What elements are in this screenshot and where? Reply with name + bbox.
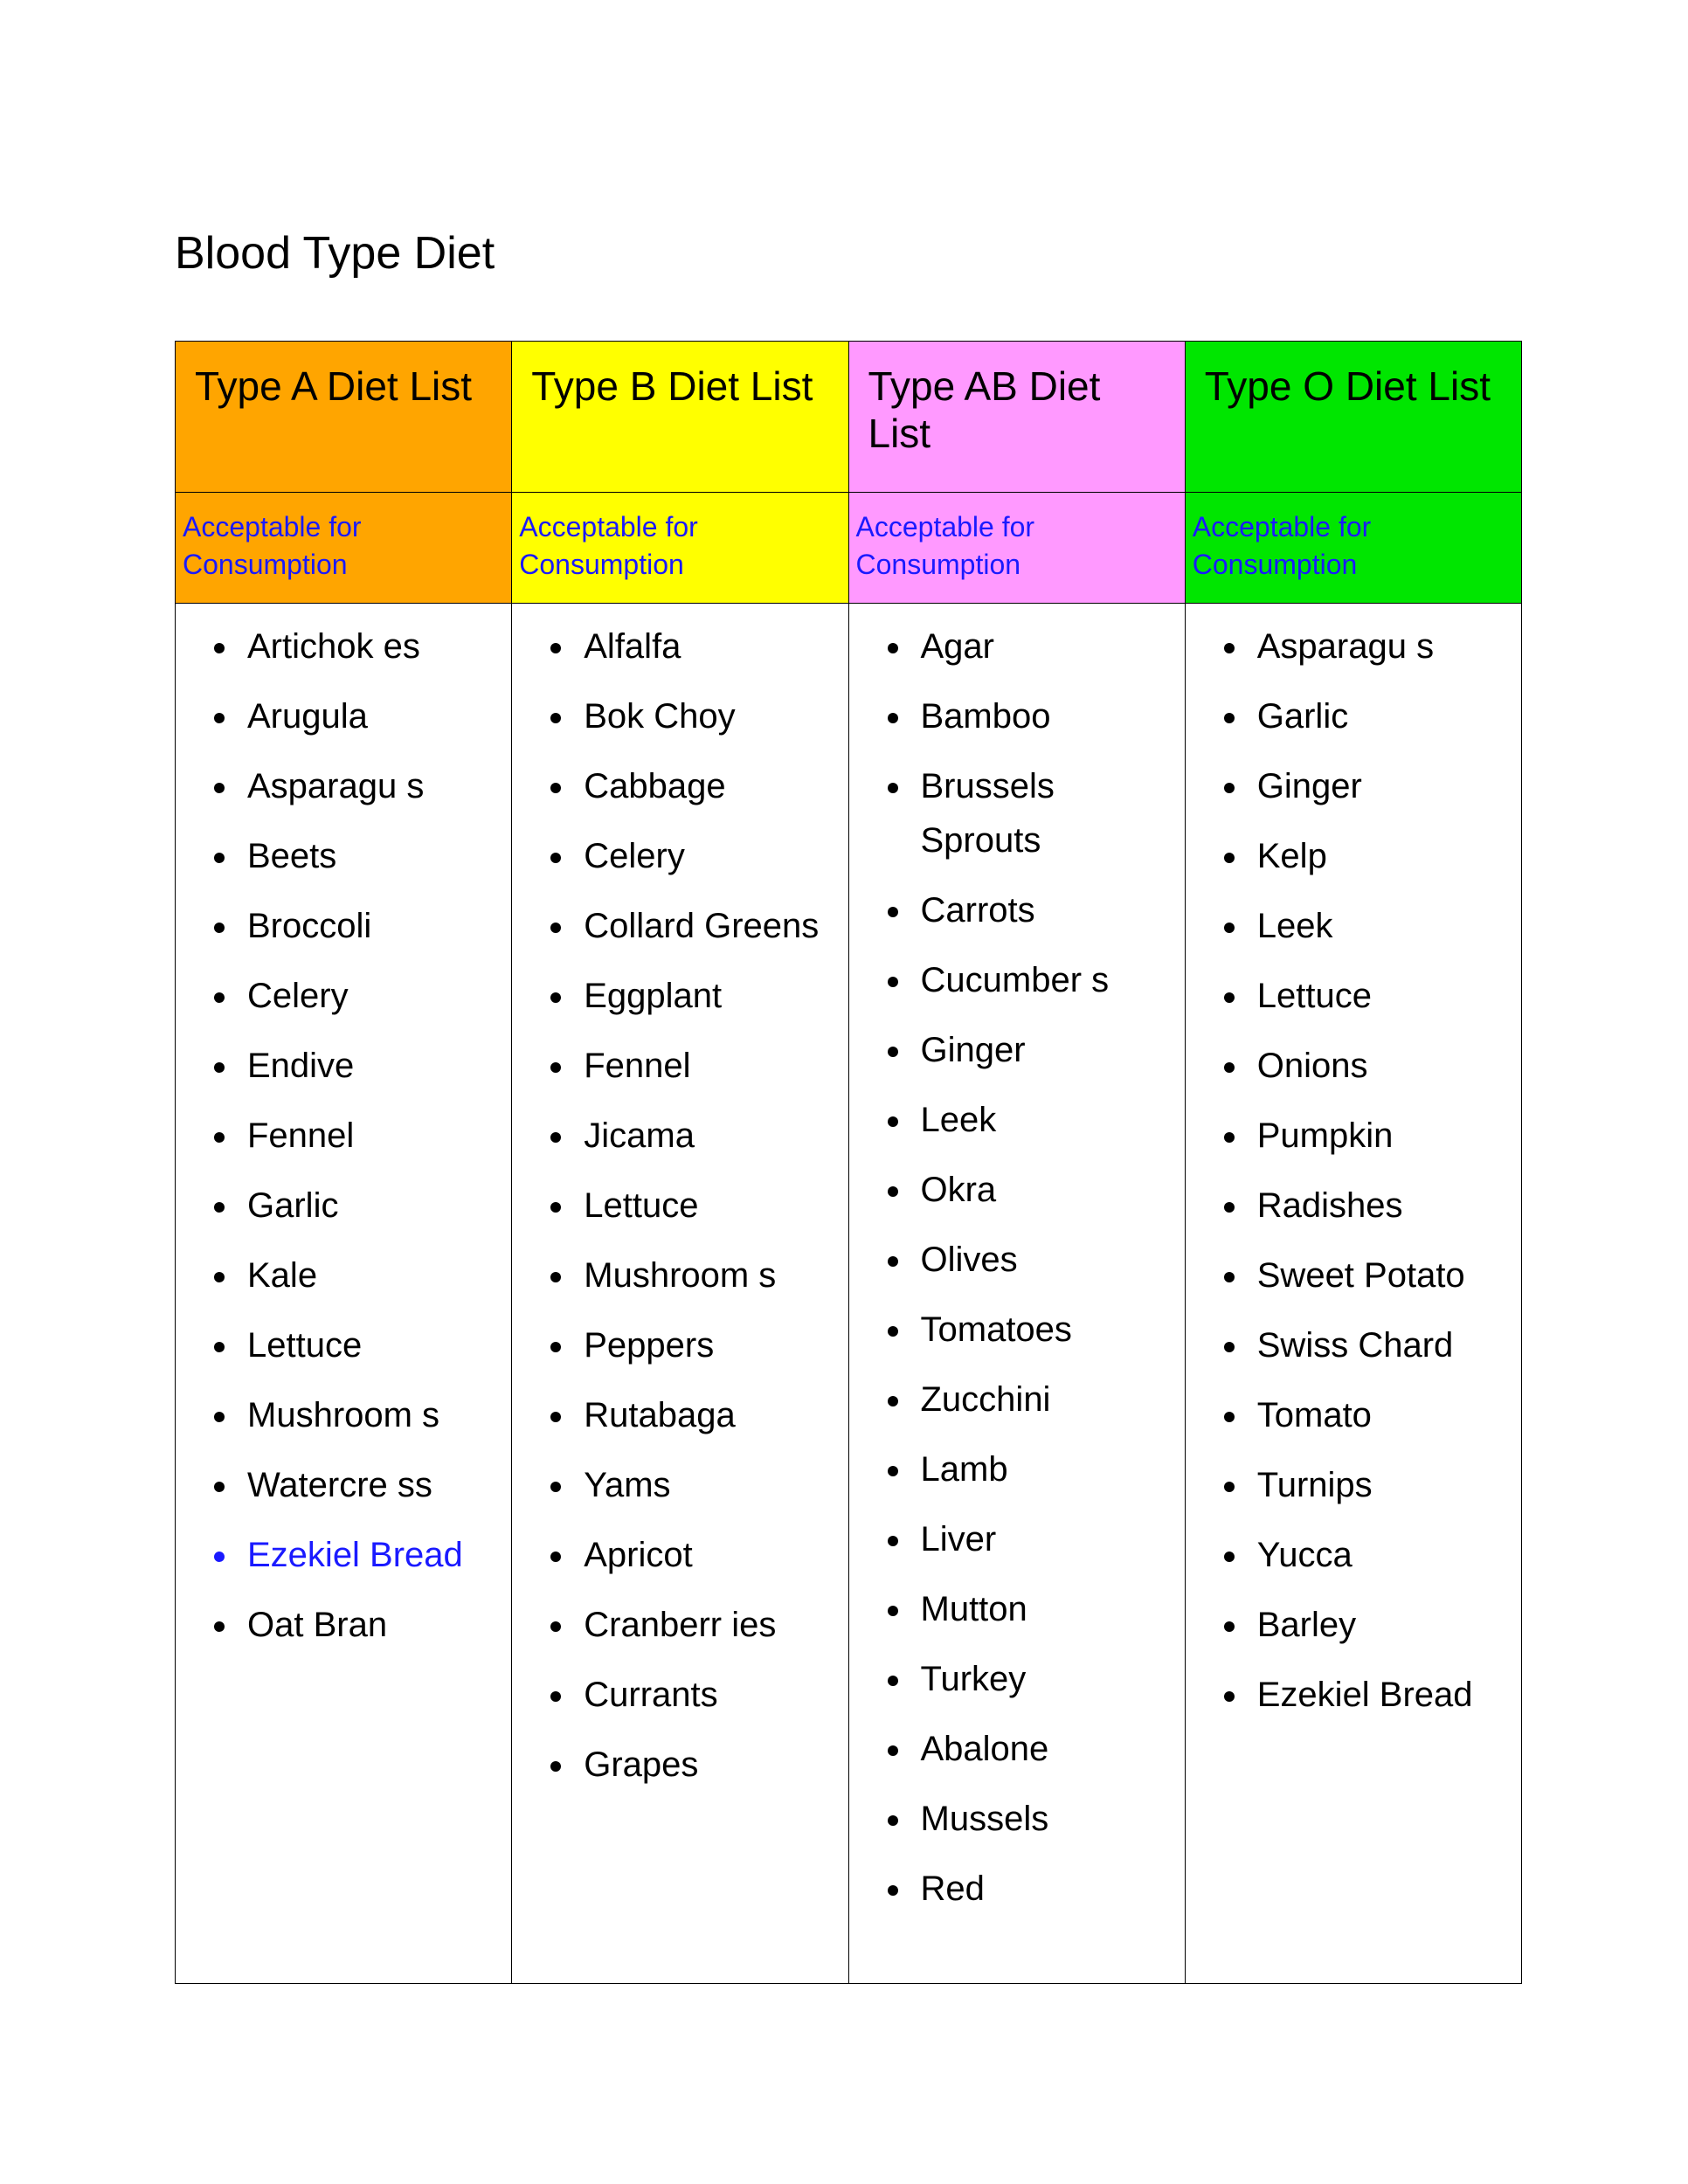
list-item: Mutton <box>914 1582 1173 1636</box>
list-o: Asparagu s Garlic Ginger Kelp Leek Lettuce Oni… <box>1198 619 1509 1722</box>
list-a: Artichok es Arugula Asparagu s Beets Broccol… <box>188 619 499 1652</box>
list-item: Grapes <box>577 1738 835 1792</box>
list-item: Cucumber s <box>914 953 1173 1007</box>
list-item: Bok Choy <box>577 689 835 743</box>
list-item: Yucca <box>1250 1528 1509 1582</box>
subheader-row: Acceptable for Consumption Acceptable fo… <box>176 493 1522 604</box>
list-item: Pumpkin <box>1250 1109 1509 1163</box>
list-item: Beets <box>240 829 499 883</box>
list-item: Lettuce <box>577 1178 835 1233</box>
list-item: Alfalfa <box>577 619 835 674</box>
subhead-b: Acceptable for Consumption <box>512 493 848 604</box>
list-item: Radishes <box>1250 1178 1509 1233</box>
list-item: Apricot <box>577 1528 835 1582</box>
diet-table: Type A Diet List Type B Diet List Type A… <box>175 341 1522 1984</box>
document-page: Blood Type Diet Type A Diet List Type B … <box>0 0 1688 2184</box>
list-item: Artichok es <box>240 619 499 674</box>
list-item: Abalone <box>914 1722 1173 1776</box>
list-item: Watercre ss <box>240 1458 499 1512</box>
list-item: Arugula <box>240 689 499 743</box>
list-item: Leek <box>1250 899 1509 953</box>
list-item[interactable]: Ezekiel Bread <box>240 1528 499 1582</box>
list-item: Carrots <box>914 883 1173 937</box>
list-item: Ezekiel Bread <box>1250 1668 1509 1722</box>
list-item: Fennel <box>240 1109 499 1163</box>
list-item: Liver <box>914 1512 1173 1566</box>
list-item: Mushroom s <box>577 1248 835 1303</box>
list-item: Endive <box>240 1039 499 1093</box>
list-item: Garlic <box>1250 689 1509 743</box>
list-item: Zucchini <box>914 1372 1173 1427</box>
list-item: Asparagu s <box>240 759 499 813</box>
list-item: Agar <box>914 619 1173 674</box>
list-item: Sweet Potato <box>1250 1248 1509 1303</box>
list-cell-ab: Agar Bamboo Brussels Sprouts Carrots Cucumbe… <box>848 604 1185 1984</box>
list-item: Barley <box>1250 1598 1509 1652</box>
subhead-ab: Acceptable for Consumption <box>848 493 1185 604</box>
list-item: Rutabaga <box>577 1388 835 1442</box>
list-item: Lettuce <box>240 1318 499 1372</box>
list-item: Ginger <box>914 1023 1173 1077</box>
subhead-o: Acceptable for Consumption <box>1185 493 1521 604</box>
list-item: Mushroom s <box>240 1388 499 1442</box>
list-item: Jicama <box>577 1109 835 1163</box>
list-item: Garlic <box>240 1178 499 1233</box>
list-item: Celery <box>240 969 499 1023</box>
list-item: Tomatoes <box>914 1303 1173 1357</box>
list-item: Swiss Chard <box>1250 1318 1509 1372</box>
list-item: Lettuce <box>1250 969 1509 1023</box>
list-item: Broccoli <box>240 899 499 953</box>
list-item: Turnips <box>1250 1458 1509 1512</box>
list-item: Red <box>914 1862 1173 1916</box>
list-item: Collard Greens <box>577 899 835 953</box>
list-item: Ginger <box>1250 759 1509 813</box>
list-item: Kelp <box>1250 829 1509 883</box>
list-item: Leek <box>914 1093 1173 1147</box>
list-item: Eggplant <box>577 969 835 1023</box>
list-item: Fennel <box>577 1039 835 1093</box>
list-item: Okra <box>914 1163 1173 1217</box>
list-cell-a: Artichok es Arugula Asparagu s Beets Broccol… <box>176 604 512 1984</box>
list-item: Mussels <box>914 1792 1173 1846</box>
list-item: Asparagu s <box>1250 619 1509 674</box>
list-item: Bamboo <box>914 689 1173 743</box>
list-item: Turkey <box>914 1652 1173 1706</box>
col-header-a: Type A Diet List <box>176 342 512 493</box>
list-item: Cranberr ies <box>577 1598 835 1652</box>
list-row: Artichok es Arugula Asparagu s Beets Broccol… <box>176 604 1522 1984</box>
list-item: Celery <box>577 829 835 883</box>
list-item: Olives <box>914 1233 1173 1287</box>
header-row: Type A Diet List Type B Diet List Type A… <box>176 342 1522 493</box>
list-item: Onions <box>1250 1039 1509 1093</box>
list-item: Yams <box>577 1458 835 1512</box>
list-ab: Agar Bamboo Brussels Sprouts Carrots Cucumbe… <box>861 619 1173 1916</box>
list-cell-o: Asparagu s Garlic Ginger Kelp Leek Lettuce Oni… <box>1185 604 1521 1984</box>
list-cell-b: Alfalfa Bok Choy Cabbage Celery Collard Gree… <box>512 604 848 1984</box>
page-title: Blood Type Diet <box>175 227 1522 280</box>
list-item: Peppers <box>577 1318 835 1372</box>
col-header-b: Type B Diet List <box>512 342 848 493</box>
list-item: Lamb <box>914 1442 1173 1496</box>
list-b: Alfalfa Bok Choy Cabbage Celery Collard Gree… <box>524 619 835 1792</box>
list-item: Tomato <box>1250 1388 1509 1442</box>
subhead-a: Acceptable for Consumption <box>176 493 512 604</box>
list-item: Oat Bran <box>240 1598 499 1652</box>
col-header-o: Type O Diet List <box>1185 342 1521 493</box>
list-item: Brussels Sprouts <box>914 759 1173 867</box>
list-item: Cabbage <box>577 759 835 813</box>
list-item: Currants <box>577 1668 835 1722</box>
list-item: Kale <box>240 1248 499 1303</box>
col-header-ab: Type AB Diet List <box>848 342 1185 493</box>
